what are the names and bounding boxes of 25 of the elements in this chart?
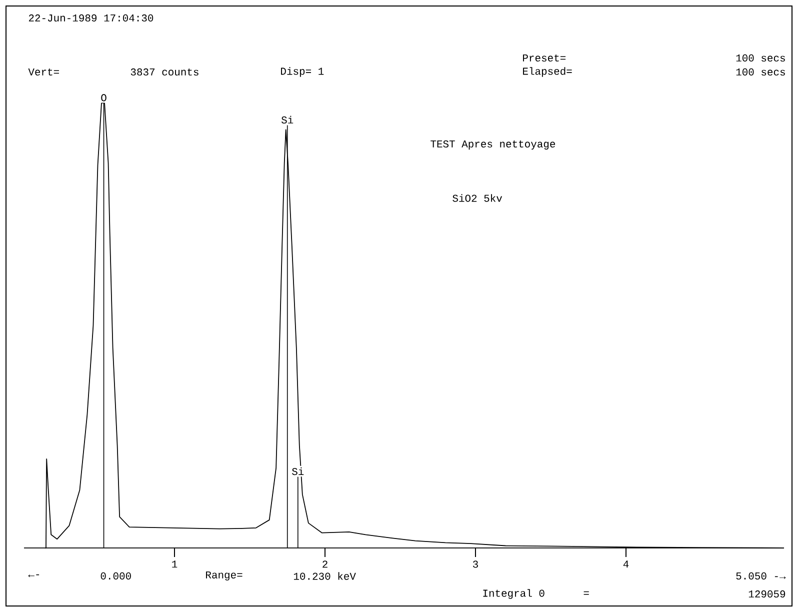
text: 0.000 [100, 572, 131, 580]
ref-line-label: Si [292, 467, 304, 476]
text: Integral 0 [483, 589, 544, 599]
text: 100 secs [736, 54, 785, 62]
text: 129059 [748, 590, 786, 598]
text: Preset= [523, 54, 566, 62]
text: Disp= 1 [281, 67, 324, 77]
x-tick-label: 3 [473, 560, 478, 568]
annotation: SiO2 5kv [452, 194, 502, 202]
ref-line-label: O [101, 94, 106, 102]
text: Elapsed= [523, 67, 572, 77]
x-tick-label: 1 [172, 560, 178, 568]
text: 5.050 -→ [736, 572, 786, 580]
text: 3837 counts [130, 68, 198, 76]
text: Vert= [28, 68, 59, 76]
text: = [584, 591, 589, 595]
text: Range= [206, 571, 242, 581]
text: 10.230 keV [294, 572, 356, 580]
ref-line-label: Si [282, 116, 294, 124]
text: ←- [28, 574, 40, 578]
text: 100 secs [736, 68, 785, 76]
text: 22-Jun-1989 17:04:30 [28, 14, 154, 22]
x-tick-label: 2 [322, 560, 328, 568]
annotation: TEST Apres nettoyage [430, 140, 556, 150]
x-tick-label: 4 [623, 560, 629, 568]
